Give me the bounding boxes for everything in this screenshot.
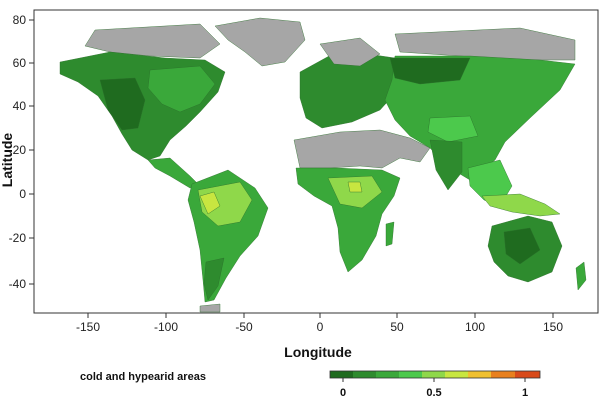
north-america-west-region <box>99 77 146 131</box>
x-tick-label: 150 <box>543 320 563 334</box>
x-tick-label: 100 <box>465 320 485 334</box>
y-tick-label: -20 <box>9 231 27 245</box>
y-tick-label: -40 <box>9 277 27 291</box>
colorbar-segment <box>445 371 468 378</box>
x-tick-label: -150 <box>76 320 100 334</box>
x-tick-label: 50 <box>390 320 404 334</box>
colorbar-frame <box>329 370 541 379</box>
tibet-region <box>427 115 479 143</box>
map-land-layer <box>59 17 587 313</box>
y-tick-label: 40 <box>13 99 27 113</box>
australia-interior-region <box>503 227 541 265</box>
colorbar-segment <box>376 371 399 378</box>
colorbar-tick-label: 1 <box>522 387 528 399</box>
madagascar-region <box>385 221 395 247</box>
colorbar: 0 0.5 1 <box>329 370 541 399</box>
amazon-core-region <box>199 191 221 215</box>
arctic-canada-region <box>84 23 221 59</box>
colorbar-tick-label: 0 <box>340 387 346 399</box>
greenland-region <box>214 17 306 67</box>
x-tick-label: -50 <box>235 320 253 334</box>
north-america-east-region <box>147 65 216 113</box>
india-region <box>429 139 463 191</box>
new-zealand-region <box>575 261 587 291</box>
y-tick-label: 60 <box>13 56 27 70</box>
x-axis: -150 -100 -50 0 50 100 150 Longitude <box>76 313 563 360</box>
y-tick-label: 0 <box>19 187 26 201</box>
x-tick-label: -100 <box>154 320 178 334</box>
colorbar-segment <box>515 371 540 378</box>
congo-core-region <box>347 181 363 193</box>
colorbar-segment <box>330 371 353 378</box>
colorbar-segment <box>422 371 445 378</box>
colorbar-segment <box>353 371 376 378</box>
antarctica-edge-region <box>199 303 221 313</box>
asia-north-region <box>394 27 576 61</box>
cold-hyperarid-note: cold and hypearid areas <box>80 371 206 383</box>
indonesia-region <box>481 193 561 217</box>
patagonia-region <box>203 257 225 301</box>
y-axis: -40 -20 0 20 40 60 80 Latitude <box>0 13 34 291</box>
x-tick-label: 0 <box>317 320 324 334</box>
y-tick-label: 80 <box>13 13 27 27</box>
colorbar-tick-label: 0.5 <box>426 387 441 399</box>
colorbar-segment <box>399 371 422 378</box>
y-axis-title: Latitude <box>0 133 15 188</box>
siberia-region <box>389 57 471 85</box>
y-tick-label: 20 <box>13 143 27 157</box>
europe-north-region <box>319 37 381 67</box>
colorbar-segment <box>491 371 515 378</box>
colorbar-segment <box>468 371 491 378</box>
x-axis-title: Longitude <box>284 344 352 360</box>
